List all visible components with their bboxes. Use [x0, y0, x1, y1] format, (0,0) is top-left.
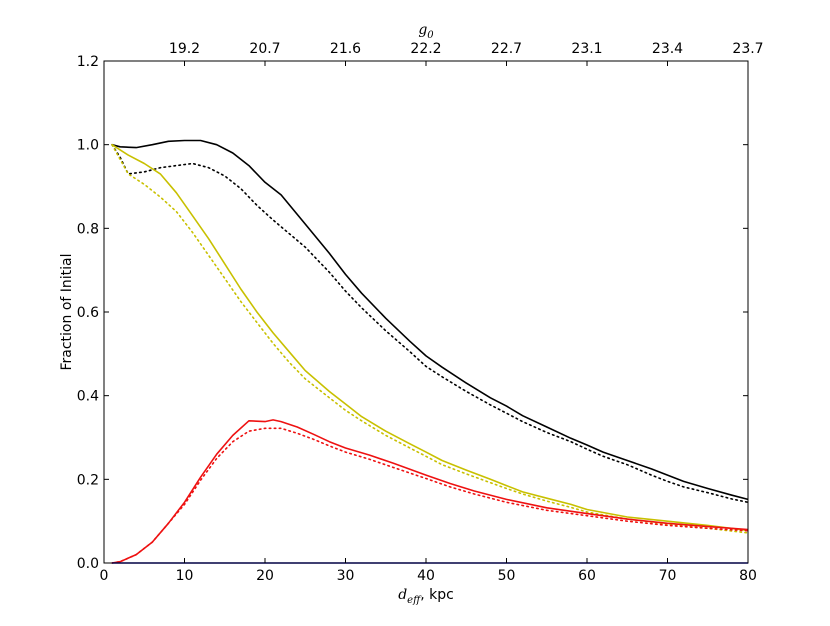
x-tick-label: 50 [498, 568, 516, 584]
top-tick-label: 22.2 [410, 41, 441, 57]
y-tick-label: 0.0 [77, 556, 99, 572]
plot-frame [103, 60, 749, 564]
top-tick-label: 19.2 [169, 41, 200, 57]
x-tick-label: 0 [100, 568, 109, 584]
y-tick-label: 0.2 [77, 472, 99, 488]
series-line-0 [111, 139, 749, 501]
x-tick-label: 20 [256, 568, 274, 584]
x-tick-label: 60 [578, 568, 596, 584]
y-axis-label: Fraction of Initial [59, 253, 75, 370]
series-line-5 [111, 427, 749, 564]
top-tick-label: 23.7 [732, 41, 763, 57]
top-tick-label: 20.7 [249, 41, 280, 57]
top-axis-label: g0 [418, 22, 434, 41]
y-tick-label: 0.4 [77, 389, 99, 405]
x-tick-label: 40 [417, 568, 435, 584]
y-tick-label: 1.0 [77, 138, 99, 154]
series-line-2 [111, 144, 749, 532]
x-tick-label: 30 [337, 568, 355, 584]
top-tick-label: 23.1 [571, 41, 602, 57]
ticks-layer: 0 10 20 30 40 50 60 70 80 19.2 20.7 21.6 22.2 22.7 23.… [77, 41, 764, 584]
x-tick-label: 80 [739, 568, 757, 584]
top-tick-label: 22.7 [491, 41, 522, 57]
x-tick-label: 70 [659, 568, 677, 584]
x-tick-label: 10 [176, 568, 194, 584]
y-tick-label: 0.8 [77, 221, 99, 237]
y-tick-label: 1.2 [77, 54, 99, 70]
x-axis-label: deff, kpc [398, 587, 454, 606]
y-tick-label: 0.6 [77, 305, 99, 321]
series-line-4 [111, 419, 749, 564]
series-line-1 [111, 143, 749, 504]
top-tick-label: 21.6 [330, 41, 361, 57]
top-tick-label: 23.4 [652, 41, 683, 57]
series-line-3 [111, 143, 749, 534]
plot-area [104, 61, 748, 563]
